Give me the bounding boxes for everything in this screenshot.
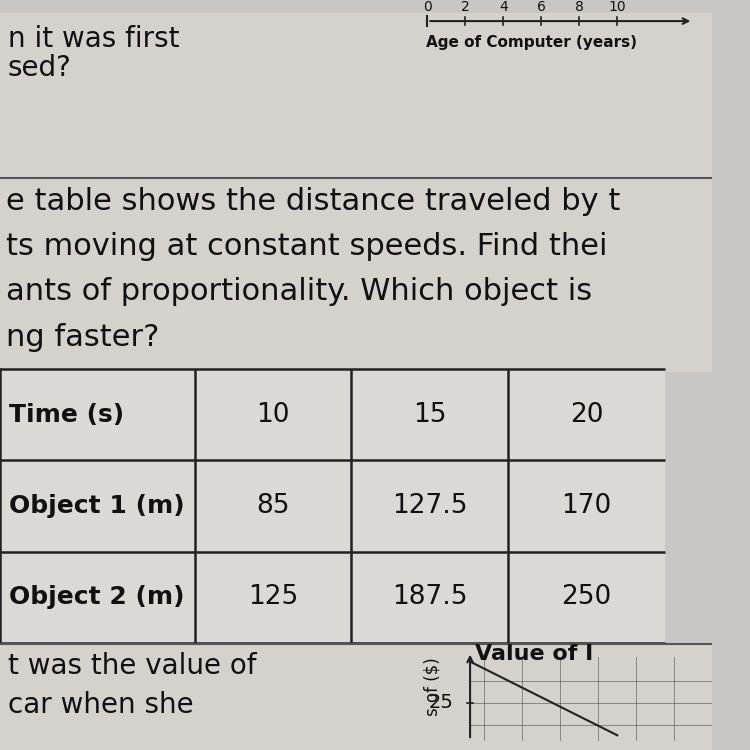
Bar bbox=[0, 369, 195, 460]
Text: Object 2 (m): Object 2 (m) bbox=[10, 585, 185, 609]
Text: 125: 125 bbox=[248, 584, 298, 610]
Text: 20: 20 bbox=[570, 401, 603, 427]
Text: 15: 15 bbox=[413, 401, 446, 427]
Text: car when she: car when she bbox=[8, 691, 194, 719]
Text: 4: 4 bbox=[499, 0, 508, 14]
Text: s of ($): s of ($) bbox=[423, 657, 441, 716]
Text: e table shows the distance traveled by t: e table shows the distance traveled by t bbox=[6, 187, 620, 216]
Bar bbox=[195, 369, 351, 460]
Text: 10: 10 bbox=[608, 0, 626, 14]
Bar bbox=[0, 644, 712, 750]
Text: Age of Computer (years): Age of Computer (years) bbox=[426, 34, 638, 50]
Text: 0: 0 bbox=[423, 0, 432, 14]
Bar bbox=[508, 551, 664, 643]
Text: 6: 6 bbox=[537, 0, 546, 14]
Text: 85: 85 bbox=[256, 493, 290, 519]
Text: 10: 10 bbox=[256, 401, 290, 427]
Bar bbox=[0, 13, 712, 180]
Text: 2: 2 bbox=[461, 0, 470, 14]
Bar bbox=[351, 460, 508, 551]
Text: 8: 8 bbox=[574, 0, 584, 14]
Text: 127.5: 127.5 bbox=[392, 493, 467, 519]
Text: t was the value of: t was the value of bbox=[8, 652, 256, 680]
Bar bbox=[0, 551, 195, 643]
Text: Time (s): Time (s) bbox=[10, 403, 124, 427]
Bar bbox=[508, 369, 664, 460]
Text: 25: 25 bbox=[429, 693, 454, 712]
Bar bbox=[508, 460, 664, 551]
Text: ants of proportionality. Which object is: ants of proportionality. Which object is bbox=[6, 278, 592, 307]
Text: 187.5: 187.5 bbox=[392, 584, 467, 610]
Text: sed?: sed? bbox=[8, 55, 71, 82]
Text: Object 1 (m): Object 1 (m) bbox=[10, 494, 185, 518]
Text: 170: 170 bbox=[561, 493, 611, 519]
Bar bbox=[0, 460, 195, 551]
Text: 250: 250 bbox=[561, 584, 611, 610]
Text: Value of I: Value of I bbox=[475, 644, 593, 664]
Bar bbox=[351, 369, 508, 460]
Bar bbox=[0, 178, 712, 372]
Bar bbox=[195, 460, 351, 551]
Bar bbox=[195, 551, 351, 643]
Text: n it was first: n it was first bbox=[8, 25, 179, 53]
Text: ng faster?: ng faster? bbox=[6, 322, 159, 352]
Text: ts moving at constant speeds. Find thei: ts moving at constant speeds. Find thei bbox=[6, 232, 608, 261]
Bar bbox=[351, 551, 508, 643]
